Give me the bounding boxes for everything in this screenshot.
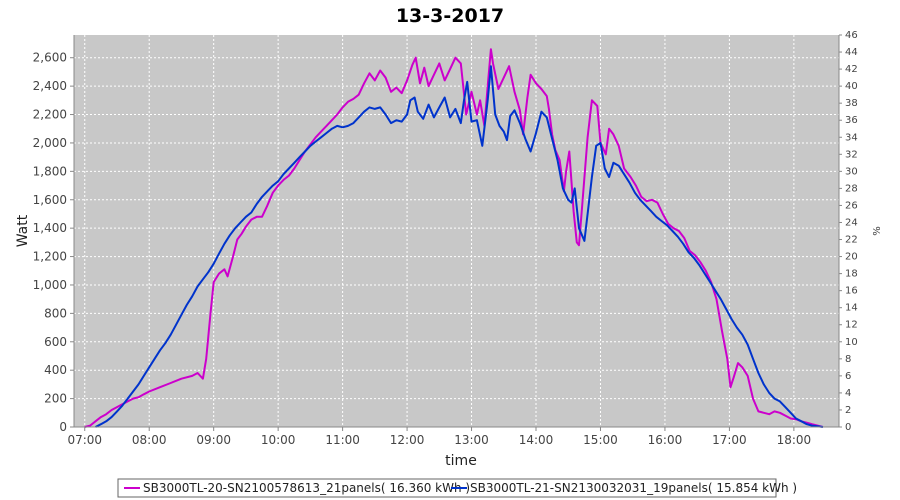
y2-tick-label: 44 [845,47,858,58]
y2-tick-label: 4 [845,388,851,399]
y2-tick-label: 8 [845,354,851,365]
x-axis-ticks: 07:00 08:00 09:00 10:00 11:00 12:00 13:00 14:00… [67,427,811,447]
y2-tick-label: 16 [845,286,858,297]
y2-tick-label: 46 [845,30,858,41]
y2-tick-label: 0 [845,422,851,433]
y2-axis-label: % [872,226,883,236]
y-tick-label: 800 [44,306,67,320]
y-tick-label: 600 [44,335,67,349]
legend: SB3000TL-20-SN2100578613_21panels( 16.36… [117,478,797,498]
x-tick-label: 07:00 [67,433,102,447]
legend-box [117,478,777,498]
x-tick-label: 14:00 [519,433,554,447]
legend-entry-1: SB3000TL-20-SN2100578613_21panels( 16.36… [143,481,470,495]
y-tick-label: 2,000 [33,136,67,150]
y2-tick-label: 14 [845,303,858,314]
y2-tick-label: 20 [845,252,858,263]
chart-title: 13-3-2017 [396,5,504,27]
y-tick-label: 400 [44,363,67,377]
x-tick-label: 13:00 [454,433,489,447]
y-tick-label: 200 [44,392,67,406]
x-tick-label: 15:00 [583,433,618,447]
y-tick-label: 1,200 [33,250,67,264]
y2-tick-label: 2 [845,405,851,416]
y-tick-label: 1,400 [33,221,67,235]
series-line-2 [95,65,824,428]
y-tick-label: 0 [59,420,67,434]
x-tick-label: 08:00 [132,433,167,447]
y2-axis-ticks: 0246810121416182022242628303234363840424… [839,30,858,433]
y2-tick-label: 10 [845,337,858,348]
y2-tick-label: 36 [845,115,858,126]
y-axis-label: Watt [15,214,31,247]
x-tick-label: 12:00 [390,433,425,447]
x-axis-label: time [445,453,477,469]
y2-tick-label: 22 [845,235,858,246]
y2-tick-label: 34 [845,132,858,143]
y2-tick-label: 30 [845,166,858,177]
y2-tick-label: 6 [845,371,851,382]
series-line-1 [84,48,824,428]
y2-tick-label: 42 [845,64,858,75]
y-axis-ticks: 0 200 400 600 800 1,000 1,200 1,400 1,600 1,800 2,… [33,51,74,434]
x-tick-label: 18:00 [777,433,812,447]
y-tick-label: 2,600 [33,51,67,65]
series-lines [84,48,824,428]
x-tick-label: 11:00 [325,433,360,447]
y2-tick-label: 28 [845,183,858,194]
x-tick-label: 10:00 [261,433,296,447]
gridlines [74,35,839,427]
y-tick-label: 2,400 [33,79,67,93]
y2-tick-label: 26 [845,200,858,211]
y-tick-label: 1,600 [33,193,67,207]
y2-tick-label: 12 [845,320,858,331]
y-tick-label: 1,800 [33,164,67,178]
y2-tick-label: 32 [845,149,858,160]
y2-tick-label: 24 [845,217,858,228]
x-tick-label: 09:00 [196,433,231,447]
x-tick-label: 17:00 [712,433,747,447]
y2-tick-label: 40 [845,81,858,92]
y2-tick-label: 38 [845,98,858,109]
legend-entry-2: SB3000TL-21-SN2130032031_19panels( 15.85… [470,481,797,495]
y-tick-label: 2,200 [33,108,67,122]
y-tick-label: 1,000 [33,278,67,292]
y2-tick-label: 18 [845,269,858,280]
x-tick-label: 16:00 [648,433,683,447]
plot-area [74,35,839,427]
